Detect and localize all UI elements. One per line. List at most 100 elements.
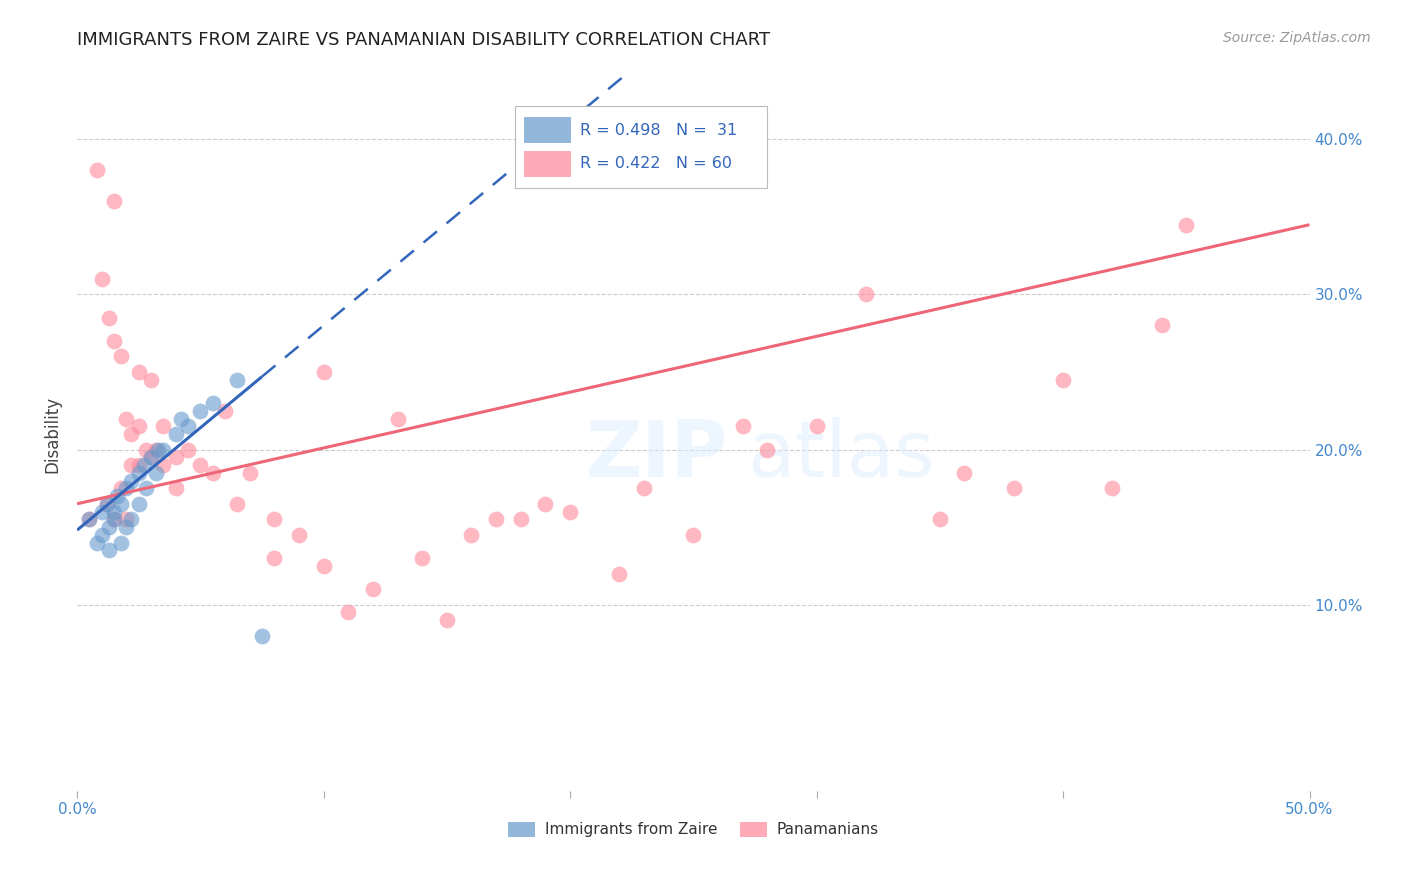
- Point: [855, 287, 877, 301]
- Point: [633, 481, 655, 495]
- Point: [312, 558, 335, 573]
- Point: [128, 458, 150, 472]
- Point: [115, 512, 138, 526]
- Point: [128, 365, 150, 379]
- Point: [103, 194, 125, 209]
- Point: [558, 504, 581, 518]
- Point: [98, 543, 121, 558]
- Point: [110, 535, 132, 549]
- Point: [96, 497, 118, 511]
- FancyBboxPatch shape: [524, 151, 571, 177]
- Point: [139, 373, 162, 387]
- Point: [90, 504, 112, 518]
- Text: Source: ZipAtlas.com: Source: ZipAtlas.com: [1223, 31, 1371, 45]
- Point: [509, 512, 531, 526]
- Text: R = 0.422   N = 60: R = 0.422 N = 60: [579, 156, 733, 171]
- Point: [312, 365, 335, 379]
- Point: [145, 466, 167, 480]
- Point: [90, 272, 112, 286]
- Point: [806, 419, 828, 434]
- Point: [188, 458, 211, 472]
- Point: [201, 396, 224, 410]
- Point: [169, 411, 191, 425]
- Point: [139, 450, 162, 465]
- Point: [1175, 218, 1198, 232]
- Point: [239, 466, 262, 480]
- Point: [135, 481, 157, 495]
- Point: [120, 427, 142, 442]
- Point: [250, 628, 273, 642]
- Text: R = 0.498   N =  31: R = 0.498 N = 31: [579, 123, 737, 137]
- Point: [177, 419, 200, 434]
- Point: [485, 512, 508, 526]
- Point: [201, 466, 224, 480]
- Point: [90, 528, 112, 542]
- Point: [152, 419, 174, 434]
- Point: [128, 466, 150, 480]
- Point: [177, 442, 200, 457]
- Point: [436, 613, 458, 627]
- Point: [756, 442, 779, 457]
- Point: [387, 411, 409, 425]
- FancyBboxPatch shape: [524, 118, 571, 143]
- Point: [86, 163, 108, 178]
- Point: [152, 442, 174, 457]
- Point: [98, 520, 121, 534]
- Point: [682, 528, 704, 542]
- Point: [731, 419, 754, 434]
- Point: [103, 334, 125, 348]
- Point: [110, 497, 132, 511]
- Point: [145, 442, 167, 457]
- Point: [115, 520, 138, 534]
- Point: [1150, 318, 1173, 333]
- Point: [263, 512, 285, 526]
- FancyBboxPatch shape: [515, 106, 768, 188]
- Point: [361, 582, 384, 596]
- Point: [115, 411, 138, 425]
- Point: [411, 551, 433, 566]
- Point: [103, 504, 125, 518]
- Point: [135, 442, 157, 457]
- Point: [928, 512, 950, 526]
- Point: [103, 512, 125, 526]
- Point: [226, 373, 249, 387]
- Point: [1052, 373, 1074, 387]
- Point: [86, 535, 108, 549]
- Point: [263, 551, 285, 566]
- Point: [165, 427, 187, 442]
- Point: [165, 481, 187, 495]
- Point: [120, 458, 142, 472]
- Point: [110, 350, 132, 364]
- Point: [609, 566, 631, 581]
- Point: [132, 458, 155, 472]
- Point: [120, 474, 142, 488]
- Point: [128, 497, 150, 511]
- Point: [120, 512, 142, 526]
- Point: [152, 458, 174, 472]
- Point: [148, 442, 170, 457]
- Point: [79, 512, 101, 526]
- Point: [103, 512, 125, 526]
- Point: [953, 466, 976, 480]
- Point: [288, 528, 311, 542]
- Point: [460, 528, 482, 542]
- Point: [139, 450, 162, 465]
- Point: [105, 489, 128, 503]
- Point: [98, 310, 121, 325]
- Point: [214, 403, 236, 417]
- Point: [534, 497, 557, 511]
- Text: ZIP: ZIP: [585, 417, 727, 493]
- Text: atlas: atlas: [748, 417, 935, 493]
- Point: [337, 605, 360, 619]
- Legend: Immigrants from Zaire, Panamanians: Immigrants from Zaire, Panamanians: [502, 816, 884, 844]
- Point: [128, 419, 150, 434]
- Point: [79, 512, 101, 526]
- Point: [1002, 481, 1025, 495]
- Y-axis label: Disability: Disability: [44, 395, 60, 473]
- Point: [96, 497, 118, 511]
- Point: [226, 497, 249, 511]
- Point: [1101, 481, 1123, 495]
- Point: [188, 403, 211, 417]
- Point: [165, 450, 187, 465]
- Text: IMMIGRANTS FROM ZAIRE VS PANAMANIAN DISABILITY CORRELATION CHART: IMMIGRANTS FROM ZAIRE VS PANAMANIAN DISA…: [77, 31, 770, 49]
